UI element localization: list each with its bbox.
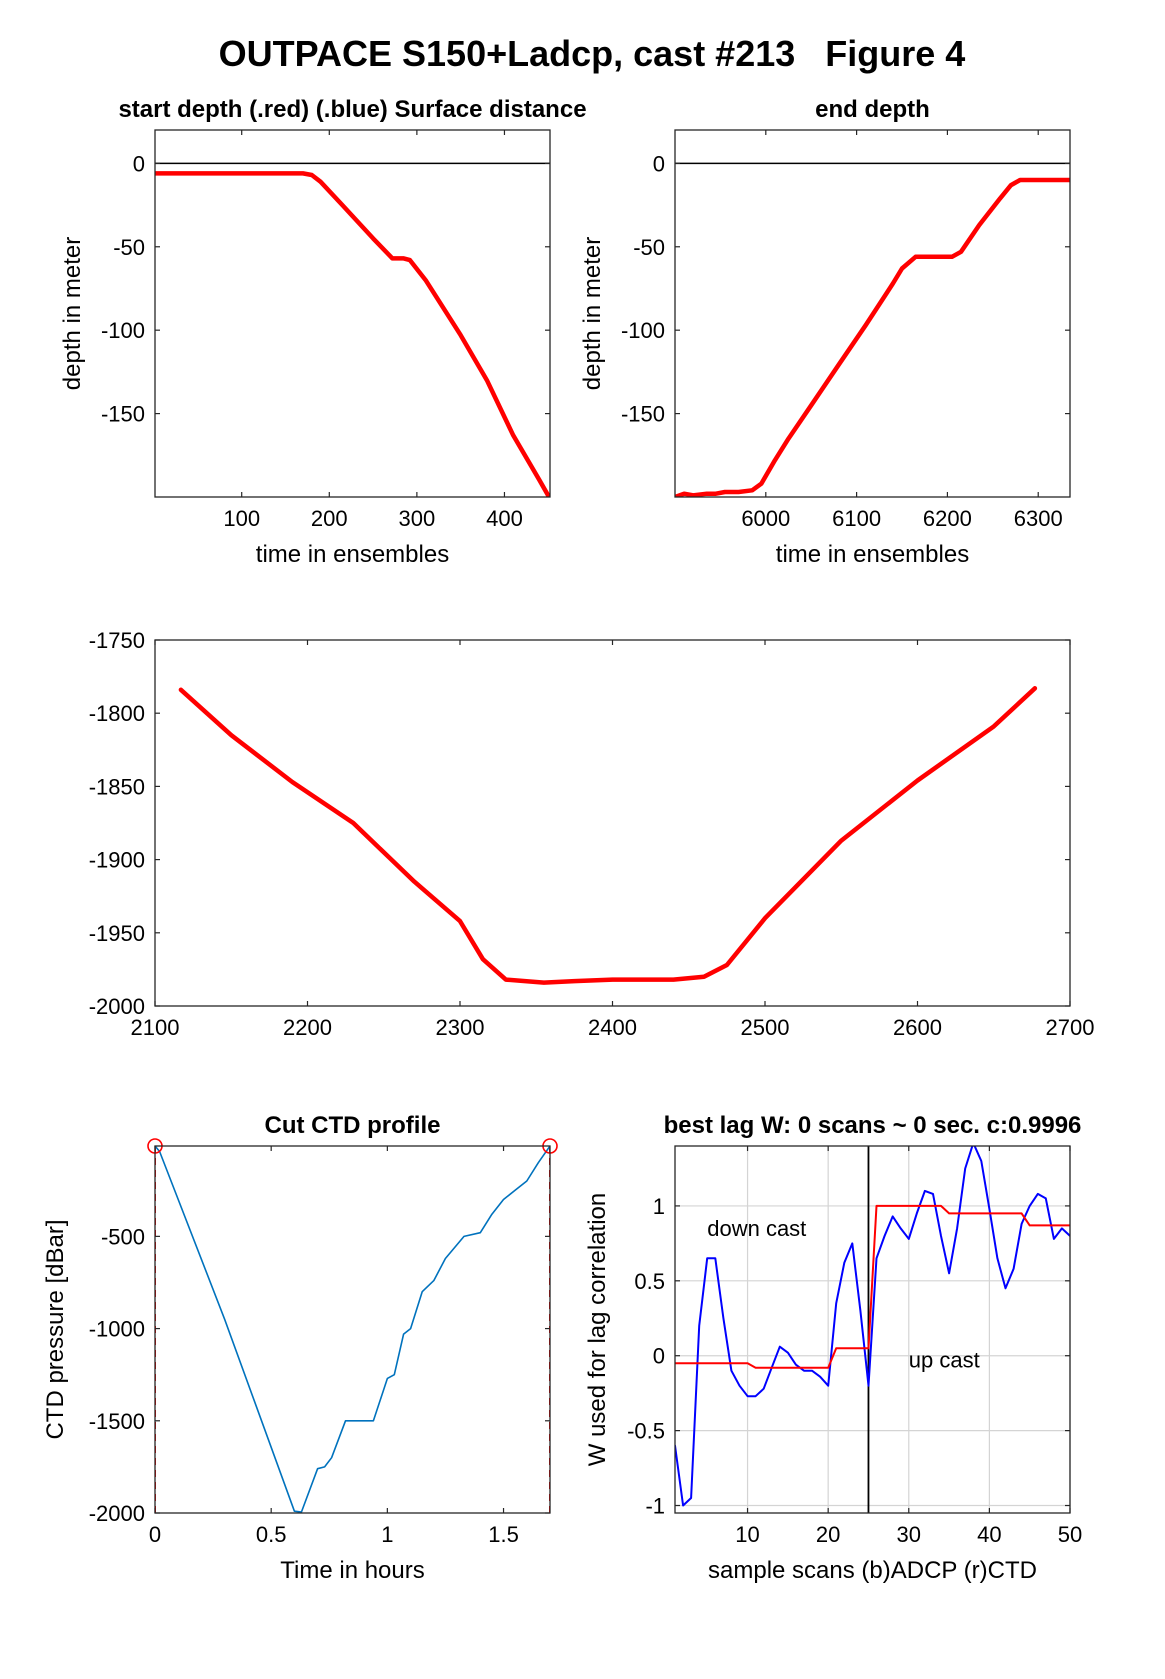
x-tick-label: 2300: [436, 1015, 485, 1040]
x-tick-label: 6200: [923, 506, 972, 531]
series-line-0: [155, 171, 550, 497]
x-tick-label: 0.5: [256, 1522, 287, 1547]
x-tick-label: 6300: [1014, 506, 1063, 531]
x-tick-label: 6000: [741, 506, 790, 531]
x-tick-label: 2200: [283, 1015, 332, 1040]
y-tick-label: -1: [645, 1494, 665, 1519]
x-tick-label: 400: [486, 506, 523, 531]
x-tick-label: 200: [311, 506, 348, 531]
y-tick-label: -1850: [89, 774, 145, 799]
start-depth-chart: 100 200 300 400 0 -50 -100 -150 start depth (.re…: [59, 96, 587, 568]
best-lag-chart: 10 20 30 40 50 1 0.5 0 -0.5 -1 best lag W: 0 scans…: [584, 1112, 1082, 1584]
y-tick-label: -100: [621, 318, 665, 343]
chart-title: start depth (.red) (.blue) Surface dista…: [118, 96, 586, 123]
x-tick-label: 20: [816, 1522, 840, 1547]
x-tick-label: 2100: [131, 1015, 180, 1040]
y-tick-label: 0: [133, 151, 145, 176]
y-axis-label: depth in meter: [579, 237, 606, 390]
cut-ctd-profile-chart: 0 0.5 1 1.5 -500 -1000 -1500 -2000 Cut CTD profi…: [42, 1112, 558, 1584]
y-tick-label: 0.5: [634, 1269, 665, 1294]
y-tick-label: -50: [633, 235, 665, 260]
x-tick-label: 2400: [588, 1015, 637, 1040]
x-tick-label: 6100: [832, 506, 881, 531]
series-line-0: [178, 686, 1038, 985]
y-tick-label: -1750: [89, 628, 145, 653]
y-tick-label: -1800: [89, 701, 145, 726]
x-tick-label: 1.5: [488, 1522, 519, 1547]
x-tick-label: 40: [977, 1522, 1001, 1547]
plot-area: [155, 640, 1070, 1006]
x-tick-label: 30: [897, 1522, 921, 1547]
x-tick-label: 50: [1058, 1522, 1082, 1547]
y-tick-label: -0.5: [627, 1419, 665, 1444]
x-tick-label: 10: [735, 1522, 759, 1547]
y-tick-label: -1900: [89, 848, 145, 873]
x-tick-label: 2600: [893, 1015, 942, 1040]
y-tick-label: -150: [621, 402, 665, 427]
y-tick-label: -500: [101, 1224, 145, 1249]
y-tick-label: -100: [101, 318, 145, 343]
axes-frame: [154, 129, 551, 498]
x-tick-label: 1: [381, 1522, 393, 1547]
series-line-0: [675, 177, 1070, 497]
figure-title: OUTPACE S150+Ladcp, cast #213 Figure 4: [219, 33, 966, 74]
series-line-0: [675, 1146, 1070, 1507]
x-tick-label: 2500: [741, 1015, 790, 1040]
y-tick-label: -150: [101, 402, 145, 427]
y-tick-label: -2000: [89, 1501, 145, 1526]
plot-area: [155, 130, 550, 497]
y-axis-label: W used for lag correlation: [584, 1193, 611, 1466]
y-tick-label: -1000: [89, 1317, 145, 1342]
annotation-text: up cast: [909, 1348, 980, 1373]
plot-area: [155, 1146, 550, 1513]
chart-title: end depth: [815, 96, 930, 123]
y-axis-label: CTD pressure [dBar]: [42, 1219, 69, 1439]
x-tick-label: 2700: [1046, 1015, 1095, 1040]
x-tick-label: 0: [149, 1522, 161, 1547]
axes-frame: [674, 1145, 1071, 1514]
annotation-text: down cast: [707, 1216, 806, 1241]
y-tick-label: -1500: [89, 1409, 145, 1434]
chart-title: Cut CTD profile: [265, 1112, 441, 1139]
axes-frame: [154, 1145, 551, 1514]
y-tick-label: 0: [653, 1344, 665, 1369]
x-axis-label: Time in hours: [280, 1557, 425, 1584]
y-tick-label: -1950: [89, 921, 145, 946]
chart-title: best lag W: 0 scans ~ 0 sec. c:0.9996: [664, 1112, 1082, 1139]
bottom-depth-chart: 2100 2200 2300 2400 2500 2600 2700 -1750 -1800 -1…: [89, 628, 1095, 1040]
x-axis-label: time in ensembles: [256, 541, 449, 568]
axes-frame: [674, 129, 1071, 498]
x-tick-label: 300: [399, 506, 436, 531]
series-line-1: [675, 1204, 1070, 1369]
y-axis-label: depth in meter: [59, 237, 86, 390]
y-tick-label: 1: [653, 1194, 665, 1219]
y-tick-label: -50: [113, 235, 145, 260]
x-axis-label: time in ensembles: [776, 541, 969, 568]
series-line-0: [155, 1146, 550, 1513]
end-depth-chart: 6000 6100 6200 6300 0 -50 -100 -150 end depth tim…: [579, 96, 1071, 568]
x-axis-label: sample scans (b)ADCP (r)CTD: [708, 1557, 1037, 1584]
y-tick-label: 0: [653, 151, 665, 176]
y-tick-label: -2000: [89, 994, 145, 1019]
x-tick-label: 100: [223, 506, 260, 531]
